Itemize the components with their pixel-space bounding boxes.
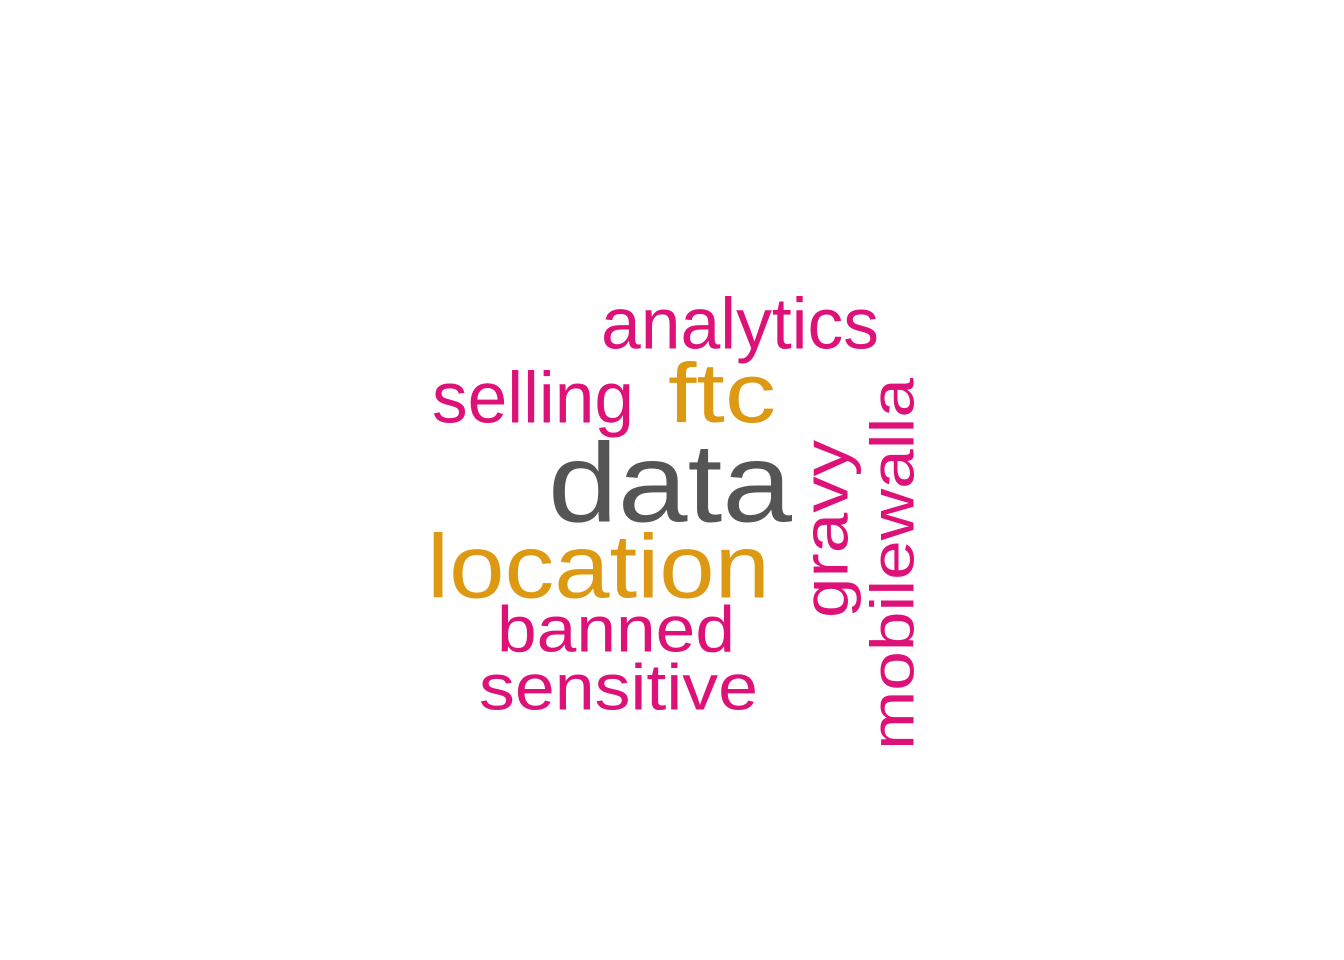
word-analytics: analytics xyxy=(601,282,879,365)
word-gravy: gravy xyxy=(789,440,862,618)
word-ftc: ftc xyxy=(668,346,776,440)
word-data: data xyxy=(548,420,792,546)
word-banned: banned xyxy=(497,592,735,666)
word-location: location xyxy=(427,516,770,617)
word-selling: selling xyxy=(432,356,634,439)
word-mobilewalla: mobilewalla xyxy=(857,378,928,750)
word-sensitive: sensitive xyxy=(479,650,758,724)
